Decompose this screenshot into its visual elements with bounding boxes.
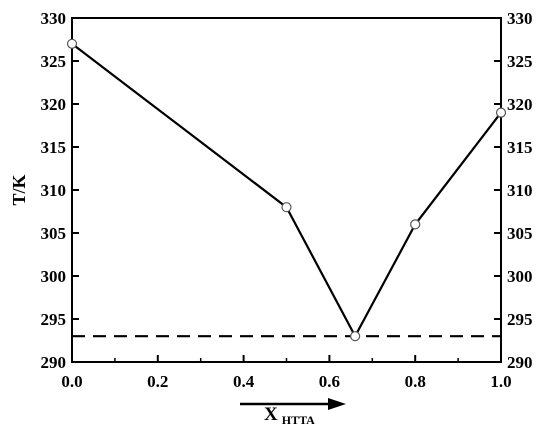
data-point <box>350 331 361 342</box>
plot-frame <box>71 17 502 363</box>
y-tick-label-right: 290 <box>507 353 533 372</box>
x-tick-label: 0.4 <box>233 372 255 391</box>
x-axis-title-main: X <box>264 404 278 425</box>
y-tick-label-left: 315 <box>41 138 67 157</box>
y-axis-title: T/K <box>9 174 29 205</box>
series-line <box>71 42 502 339</box>
data-point <box>495 107 507 118</box>
y-tick-label-right: 295 <box>507 310 533 329</box>
y-tick-label-right: 320 <box>507 95 533 114</box>
y-tick-label-right: 310 <box>507 181 533 200</box>
y-tick-label-right: 330 <box>507 9 533 28</box>
y-tick-label-left: 305 <box>41 224 67 243</box>
x-tick-label: 0.6 <box>319 372 340 391</box>
data-points <box>66 38 507 342</box>
x-ticks: 0.0 0.2 0.4 0.6 0.8 1.0 <box>61 355 512 391</box>
x-tick-label: 0.8 <box>405 372 426 391</box>
x-tick-label: 0.2 <box>147 372 168 391</box>
y-ticks-left: 290 295 300 305 310 315 320 325 330 <box>41 9 79 372</box>
y-tick-label-left: 295 <box>41 310 67 329</box>
data-point <box>281 202 292 213</box>
y-tick-label-right: 300 <box>507 267 533 286</box>
y-ticks-right: 290 295 300 305 310 315 320 325 330 <box>494 9 533 372</box>
data-point <box>66 38 78 49</box>
x-tick-label: 0.0 <box>61 372 82 391</box>
y-tick-label-right: 325 <box>507 52 533 71</box>
x-tick-label: 1.0 <box>490 372 511 391</box>
y-tick-label-left: 310 <box>41 181 67 200</box>
y-tick-label-left: 290 <box>41 353 67 372</box>
y-tick-label-left: 325 <box>41 52 67 71</box>
data-point <box>410 219 421 230</box>
y-tick-label-left: 330 <box>41 9 67 28</box>
x-axis-title: X HTTA <box>264 404 315 427</box>
x-direction-arrow-icon <box>240 398 346 410</box>
y-tick-label-right: 315 <box>507 138 533 157</box>
y-tick-label-right: 305 <box>507 224 533 243</box>
y-tick-label-left: 300 <box>41 267 67 286</box>
y-tick-label-left: 320 <box>41 95 67 114</box>
x-axis-title-subscript: HTTA <box>282 413 315 427</box>
